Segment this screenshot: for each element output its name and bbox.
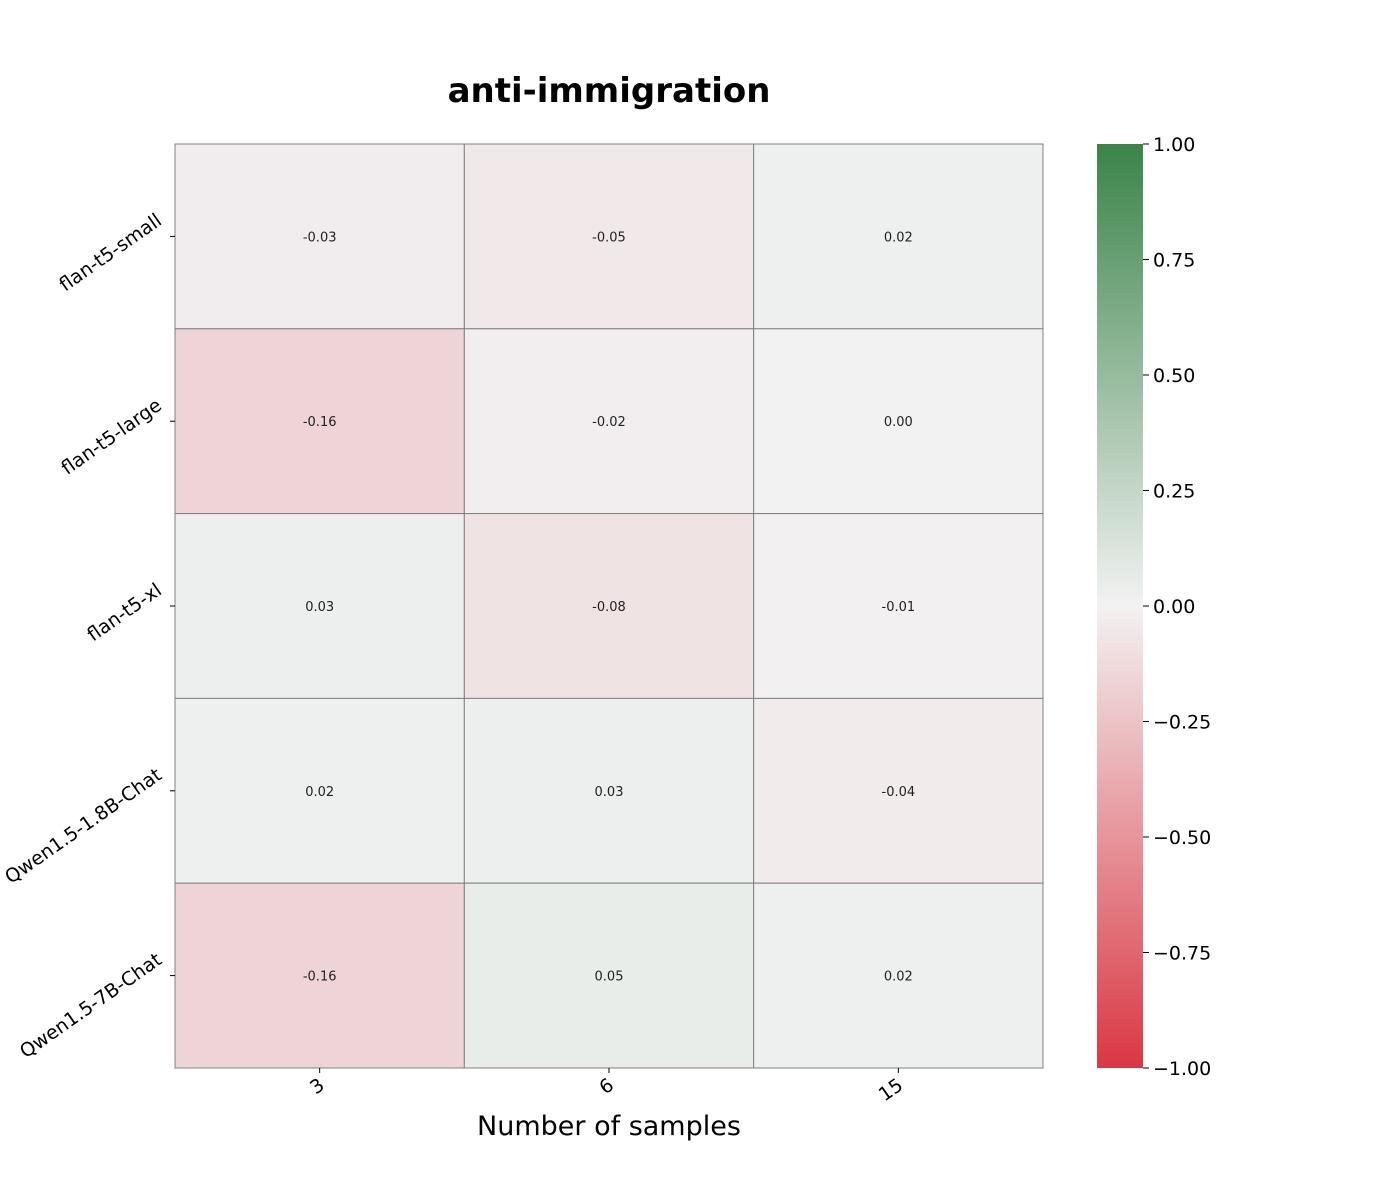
colorbar-tick-label: −0.25 [1153,712,1211,734]
cell-value-label: 0.02 [884,970,913,985]
colorbar-tick-label: −0.75 [1153,943,1211,965]
x-tick-label: 15 [875,1074,907,1106]
cell-value-label: -0.08 [592,600,626,615]
heatmap-cell [174,513,465,699]
cell-value-label: -0.16 [303,970,337,985]
colorbar: 1.00 0.75 0.50 0.25 0.00 −0.25 −0.50 −0.75 −1.00 [1097,134,1211,1080]
cell-value-label: -0.05 [592,230,626,245]
heatmap-cell [753,328,1044,515]
heatmap-cell [463,328,755,515]
cell-value-label: 0.03 [305,600,334,615]
cell-value-label: -0.01 [882,600,916,615]
x-tick-label: 3 [306,1074,329,1099]
y-tick-label: flan-t5-xl [83,579,166,646]
heatmap-cell [753,697,1044,884]
chart-title: anti-immigration [448,71,771,111]
colorbar-tick-label: 0.25 [1153,481,1195,503]
cell-value-label: 0.05 [595,970,624,985]
y-tick-label: Qwen1.5-1.8B-Chat [1,764,166,889]
heatmap-cell [753,882,1044,1069]
heatmap-cell [174,143,465,330]
cell-value-label: 0.02 [305,785,334,800]
heatmap-cell [463,143,755,330]
colorbar-gradient [1097,144,1143,1068]
colorbar-tick-label: −0.50 [1153,827,1211,849]
y-axis-ticks: flan-t5-small flan-t5-large flan-t5-xl Qwen… [1,209,175,1063]
cell-value-label: -0.04 [882,785,916,800]
y-tick-label: Qwen1.5-7B-Chat [16,949,166,1063]
colorbar-tick-label: −1.00 [1153,1058,1211,1080]
cell-value-label: -0.02 [592,415,626,430]
cell-value-label: -0.16 [303,415,337,430]
x-axis-ticks: 3 6 15 [306,1068,907,1106]
cell-value-label: 0.02 [884,230,913,245]
cell-value-label: 0.00 [884,415,913,430]
cell-value-label: -0.03 [303,230,337,245]
heatmap-cell [463,513,755,699]
heatmap-cell [463,882,755,1069]
colorbar-tick-label: 0.75 [1153,250,1195,272]
y-tick-label: flan-t5-large [57,394,166,479]
cell-value-label: 0.03 [595,785,624,800]
heatmap-cell [174,328,465,515]
colorbar-tick-label: 1.00 [1153,134,1195,156]
heatmap-cell [753,143,1044,330]
colorbar-tick-label: 0.00 [1153,596,1195,618]
y-tick-label: flan-t5-small [55,209,166,296]
heatmap-cells: -0.03 -0.05 0.02 -0.16 -0.02 0.00 0.03 -0.08 -0.… [174,143,1044,1069]
colorbar-tick-label: 0.50 [1153,365,1195,387]
x-tick-label: 6 [595,1074,618,1099]
heatmap-cell [174,882,465,1069]
x-axis-label: Number of samples [477,1111,741,1142]
heatmap-cell [174,697,465,884]
